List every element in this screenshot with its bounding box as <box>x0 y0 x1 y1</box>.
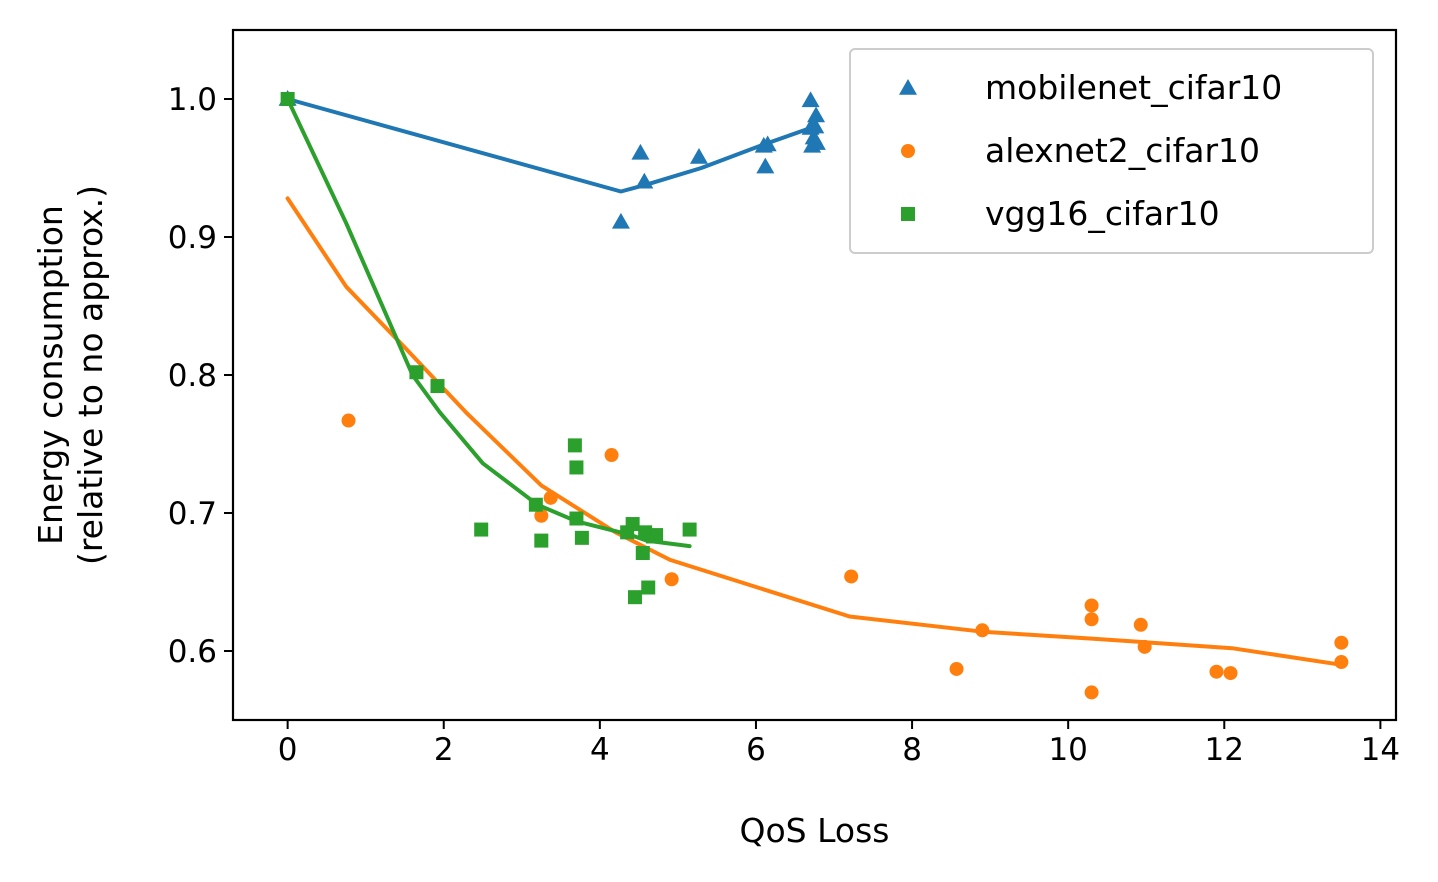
y-tick-label: 0.8 <box>168 358 217 394</box>
plot-content <box>278 90 1349 700</box>
data-point-mobilenet_cifar10 <box>801 91 820 108</box>
legend-box <box>849 48 1374 254</box>
legend-label: alexnet2_cifar10 <box>985 131 1260 170</box>
y-axis-ticks: 0.6 0.7 0.8 0.9 1.0 <box>168 82 233 670</box>
data-point-vgg16_cifar10 <box>682 522 697 537</box>
data-point-alexnet2_cifar10 <box>604 448 619 463</box>
y-axis-label-line-2: (relative to no approx.) <box>71 185 110 565</box>
data-point-vgg16_cifar10 <box>649 528 664 543</box>
data-point-vgg16_cifar10 <box>567 438 582 453</box>
x-axis-label: QoS Loss <box>740 811 890 850</box>
data-point-vgg16_cifar10 <box>528 497 543 512</box>
y-tick-label: 0.9 <box>168 220 217 256</box>
legend-marker <box>901 144 915 158</box>
data-point-vgg16_cifar10 <box>641 580 656 595</box>
legend-marker <box>899 79 917 95</box>
data-point-vgg16_cifar10 <box>635 546 650 561</box>
legend-marker <box>901 207 915 221</box>
y-tick-label: 0.7 <box>168 496 217 532</box>
y-axis-label-line-1: Energy consumption <box>31 205 70 545</box>
data-point-vgg16_cifar10 <box>569 511 584 526</box>
data-point-mobilenet_cifar10 <box>806 117 825 134</box>
data-point-alexnet2_cifar10 <box>341 413 356 428</box>
legend-label: mobilenet_cifar10 <box>985 68 1282 107</box>
data-point-vgg16_cifar10 <box>409 365 424 380</box>
data-point-alexnet2_cifar10 <box>1334 635 1349 650</box>
data-point-vgg16_cifar10 <box>430 379 445 394</box>
data-point-mobilenet_cifar10 <box>611 212 630 229</box>
legend: mobilenet_cifar10 alexnet2_cifar10 vgg16_c… <box>849 48 1374 254</box>
fit-line-mobilenet_cifar10 <box>285 97 817 194</box>
data-point-vgg16_cifar10 <box>625 517 640 532</box>
data-point-alexnet2_cifar10 <box>664 572 679 587</box>
x-tick-label: 8 <box>902 732 922 768</box>
axes-frame <box>231 28 1398 722</box>
data-point-alexnet2_cifar10 <box>949 661 964 676</box>
legend-item-vgg16_cifar10: vgg16_cifar10 <box>901 194 1220 233</box>
series-vgg16_cifar10 <box>280 92 697 605</box>
data-point-vgg16_cifar10 <box>569 460 584 475</box>
x-tick-label: 0 <box>278 732 298 768</box>
data-point-alexnet2_cifar10 <box>1209 664 1224 679</box>
y-tick-label: 1.0 <box>168 82 217 118</box>
legend-item-mobilenet_cifar10: mobilenet_cifar10 <box>899 68 1282 107</box>
data-point-mobilenet_cifar10 <box>635 172 654 189</box>
data-point-mobilenet_cifar10 <box>756 157 775 174</box>
data-point-mobilenet_cifar10 <box>758 135 777 152</box>
data-point-vgg16_cifar10 <box>574 530 589 545</box>
data-point-alexnet2_cifar10 <box>534 508 549 523</box>
data-point-vgg16_cifar10 <box>627 590 642 605</box>
data-point-mobilenet_cifar10 <box>807 106 826 123</box>
x-tick-label: 2 <box>434 732 454 768</box>
y-axis-label: Energy consumption (relative to no appro… <box>31 185 110 565</box>
legend-label: vgg16_cifar10 <box>985 194 1220 233</box>
legend-item-alexnet2_cifar10: alexnet2_cifar10 <box>901 131 1260 170</box>
x-axis-ticks: 0 2 4 6 8 10 12 14 <box>278 720 1400 768</box>
data-point-alexnet2_cifar10 <box>1334 655 1349 670</box>
data-point-vgg16_cifar10 <box>534 533 549 548</box>
data-point-alexnet2_cifar10 <box>1084 598 1099 613</box>
data-point-mobilenet_cifar10 <box>631 143 650 160</box>
data-point-vgg16_cifar10 <box>474 522 489 537</box>
data-point-alexnet2_cifar10 <box>543 490 558 505</box>
x-tick-label: 12 <box>1205 732 1244 768</box>
data-point-alexnet2_cifar10 <box>1084 612 1099 627</box>
data-point-vgg16_cifar10 <box>280 92 295 106</box>
x-tick-label: 4 <box>590 732 610 768</box>
data-point-alexnet2_cifar10 <box>975 623 990 638</box>
x-tick-label: 14 <box>1361 732 1400 768</box>
data-point-alexnet2_cifar10 <box>1223 666 1238 681</box>
data-point-alexnet2_cifar10 <box>1137 639 1152 654</box>
x-tick-label: 6 <box>746 732 766 768</box>
y-tick-label: 0.6 <box>168 634 217 670</box>
data-point-alexnet2_cifar10 <box>1133 617 1148 632</box>
data-point-mobilenet_cifar10 <box>807 134 826 150</box>
data-point-alexnet2_cifar10 <box>844 569 859 584</box>
x-tick-label: 10 <box>1048 732 1087 768</box>
data-point-alexnet2_cifar10 <box>1084 685 1099 700</box>
data-point-mobilenet_cifar10 <box>689 147 708 164</box>
